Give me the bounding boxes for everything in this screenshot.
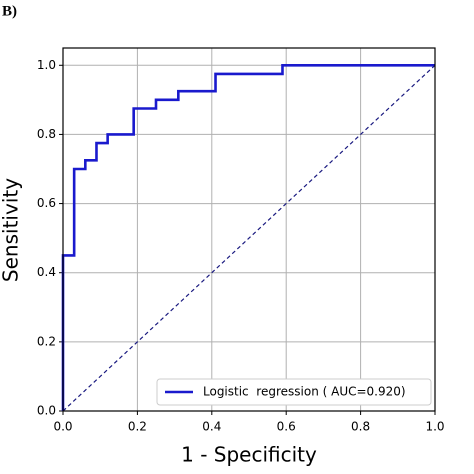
panel-label: B) (2, 3, 17, 19)
y-tick-label: 0.0 (37, 404, 56, 418)
x-tick-label: 0.4 (202, 420, 221, 434)
x-tick-label: 0.0 (53, 420, 72, 434)
plot-frame (62, 47, 436, 412)
y-tick-label: 1.0 (37, 58, 56, 72)
y-axis-label: Sensitivity (0, 178, 23, 282)
y-tick-label: 0.2 (37, 334, 56, 348)
x-tick-label: 1.0 (425, 420, 444, 434)
roc-line (62, 64, 436, 412)
legend-label: Logistic regression ( AUC=0.920) (203, 385, 406, 399)
roc-line (61, 63, 435, 411)
legend-box (156, 378, 432, 406)
y-tick-label: 0.6 (37, 196, 56, 210)
x-tick-label: 0.8 (351, 420, 370, 434)
x-tick-label: 0.6 (277, 420, 296, 434)
x-tick-label: 0.2 (128, 420, 147, 434)
y-tick-label: 0.8 (37, 127, 56, 141)
y-tick-label: 0.4 (37, 265, 56, 279)
x-axis-label: 1 - Specificity (181, 443, 317, 467)
